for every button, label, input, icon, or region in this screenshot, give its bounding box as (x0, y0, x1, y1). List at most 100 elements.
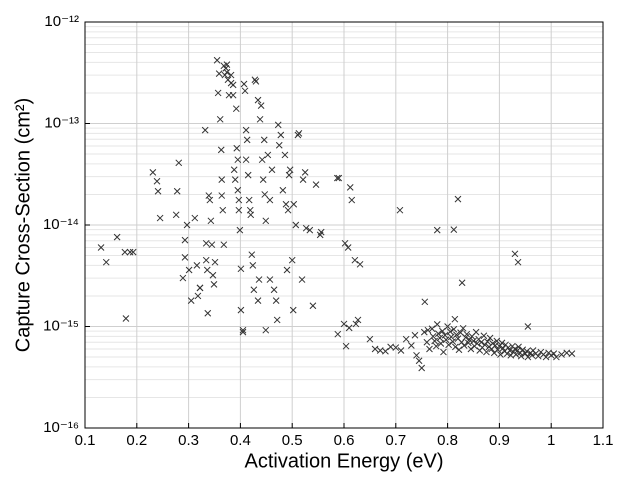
point (514, 258, 522, 266)
point (459, 324, 467, 332)
point (371, 345, 379, 353)
point (210, 281, 218, 288)
point (221, 71, 229, 79)
point-stroke (458, 279, 466, 287)
x-tick-label: 0.2 (126, 432, 147, 449)
point (217, 146, 225, 154)
point (431, 337, 439, 345)
point (493, 337, 501, 345)
point-stroke (196, 284, 204, 292)
point (346, 183, 354, 191)
point (97, 244, 105, 251)
point-stroke (113, 233, 121, 241)
point (292, 221, 300, 229)
point (285, 171, 293, 179)
point-stroke (463, 330, 471, 338)
point (218, 176, 226, 183)
point-stroke (149, 169, 157, 176)
point (255, 276, 263, 283)
point (206, 196, 214, 204)
x-tick-label: 1.1 (593, 432, 614, 449)
point (234, 156, 242, 164)
point (534, 352, 542, 360)
point-stroke (259, 176, 267, 183)
point-stroke (366, 335, 374, 343)
point-stroke (247, 211, 255, 219)
point-stroke (234, 186, 242, 194)
point (421, 298, 429, 306)
point (333, 174, 341, 182)
point-stroke (344, 244, 352, 251)
point (392, 344, 400, 351)
point-stroke (244, 171, 252, 179)
point-stroke (451, 315, 459, 323)
x-tick-label: 0.4 (230, 432, 251, 449)
point-stroke (211, 258, 219, 266)
point-stroke (254, 297, 262, 304)
point (455, 346, 463, 354)
point-stroke (227, 71, 235, 79)
point-stroke (504, 344, 512, 351)
point (209, 271, 217, 279)
point (477, 338, 485, 346)
x-tick-label: 1 (547, 432, 555, 449)
point (467, 345, 475, 353)
y-tick-label: 10⁻¹² (44, 13, 79, 30)
point-stroke (346, 183, 354, 191)
point (452, 343, 459, 351)
point (341, 239, 349, 247)
point-stroke (432, 342, 440, 350)
point-stroke (519, 346, 527, 354)
point (289, 306, 297, 314)
point-stroke (550, 350, 558, 358)
point (340, 320, 348, 328)
point (273, 316, 281, 324)
point (202, 256, 210, 264)
x-tick-label: 0.8 (437, 432, 458, 449)
point (208, 241, 216, 249)
point (433, 320, 441, 328)
point-stroke (173, 187, 181, 195)
point (102, 258, 110, 266)
point (480, 332, 488, 340)
point-stroke (402, 335, 410, 343)
point-stroke (433, 320, 441, 328)
point (434, 330, 442, 338)
point-stroke (342, 342, 350, 350)
point (282, 200, 290, 208)
point (463, 330, 471, 338)
point (245, 196, 253, 204)
point-stroke (281, 151, 289, 159)
point (473, 340, 481, 347)
point-stroke (275, 141, 283, 149)
point-stroke (334, 330, 342, 338)
point-stroke (274, 121, 282, 129)
y-axis-label: Capture Cross-Section (cm²) (12, 98, 34, 353)
point-stroke (558, 351, 565, 358)
point-stroke (239, 328, 247, 336)
point-stroke (397, 347, 405, 354)
point (450, 325, 458, 333)
point (496, 342, 503, 350)
point-stroke (445, 341, 452, 349)
point (472, 328, 480, 336)
point-stroke (210, 281, 218, 288)
point-stroke (270, 286, 278, 294)
point (272, 297, 280, 304)
point (237, 306, 245, 314)
point (445, 341, 452, 349)
point (173, 187, 181, 195)
point-stroke (493, 337, 501, 345)
point (283, 266, 291, 274)
point-stroke (444, 323, 451, 330)
point (242, 126, 250, 134)
point (126, 248, 134, 256)
point (122, 315, 130, 322)
point-stroke (413, 351, 420, 359)
point-stroke (424, 326, 432, 334)
point (216, 115, 224, 123)
point-stroke (333, 174, 341, 182)
point-stroke (312, 181, 320, 188)
point-stroke (302, 224, 310, 232)
point (250, 286, 258, 294)
